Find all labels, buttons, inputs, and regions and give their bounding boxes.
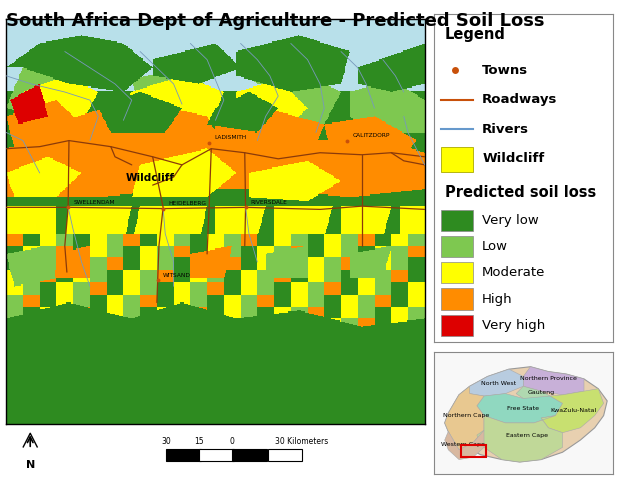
Text: High: High	[482, 293, 513, 306]
Text: Gauteng: Gauteng	[528, 390, 555, 395]
Polygon shape	[445, 386, 484, 450]
Text: Northern Cape: Northern Cape	[443, 413, 489, 418]
Text: HEIDELBERG: HEIDELBERG	[168, 201, 206, 206]
Text: Northern Province: Northern Province	[520, 376, 577, 381]
Text: N: N	[25, 460, 35, 470]
Text: Moderate: Moderate	[482, 266, 546, 279]
Text: 30 Kilometers: 30 Kilometers	[275, 437, 329, 446]
Text: North West: North West	[480, 381, 516, 387]
Text: Roadways: Roadways	[482, 93, 557, 106]
Polygon shape	[523, 367, 584, 395]
Bar	[441, 288, 473, 310]
Text: Very high: Very high	[482, 319, 546, 332]
Text: 30: 30	[162, 437, 171, 446]
Text: Wildcliff: Wildcliff	[482, 152, 544, 165]
Text: RIVERSDALE: RIVERSDALE	[250, 200, 288, 205]
Bar	[166, 449, 201, 461]
Text: 0: 0	[230, 437, 235, 446]
Bar	[441, 147, 473, 172]
Polygon shape	[541, 389, 604, 433]
Bar	[200, 449, 234, 461]
Text: SWELLENDAM: SWELLENDAM	[73, 200, 115, 205]
Text: Towns: Towns	[482, 64, 528, 77]
Text: 15: 15	[195, 437, 204, 446]
Text: Rivers: Rivers	[482, 123, 529, 136]
Text: Legend: Legend	[445, 27, 505, 43]
Text: CALITZDORP: CALITZDORP	[352, 133, 390, 138]
Bar	[441, 236, 473, 257]
Bar	[441, 210, 473, 231]
Text: WITSAND: WITSAND	[162, 273, 190, 278]
Text: South Africa Dept of Agriculture - Predicted Soil Loss: South Africa Dept of Agriculture - Predi…	[6, 12, 545, 30]
Text: LADISMITH: LADISMITH	[214, 136, 246, 140]
Polygon shape	[516, 386, 550, 401]
Polygon shape	[477, 416, 562, 462]
Text: Very low: Very low	[482, 214, 539, 227]
Text: Wildcliff: Wildcliff	[125, 173, 174, 183]
Polygon shape	[477, 394, 562, 423]
Text: Free State: Free State	[507, 406, 539, 411]
Bar	[461, 445, 486, 457]
Text: Low: Low	[482, 240, 508, 253]
Text: Predicted soil loss: Predicted soil loss	[445, 185, 596, 200]
Text: Eastern Cape: Eastern Cape	[506, 433, 548, 438]
Polygon shape	[470, 369, 523, 396]
Text: Western Cape: Western Cape	[441, 443, 484, 447]
Polygon shape	[445, 430, 484, 459]
Bar	[268, 449, 302, 461]
Polygon shape	[445, 367, 607, 462]
Bar	[441, 262, 473, 284]
Text: KwaZulu-Natal: KwaZulu-Natal	[550, 408, 596, 413]
Bar	[232, 449, 267, 461]
Bar	[441, 315, 473, 336]
